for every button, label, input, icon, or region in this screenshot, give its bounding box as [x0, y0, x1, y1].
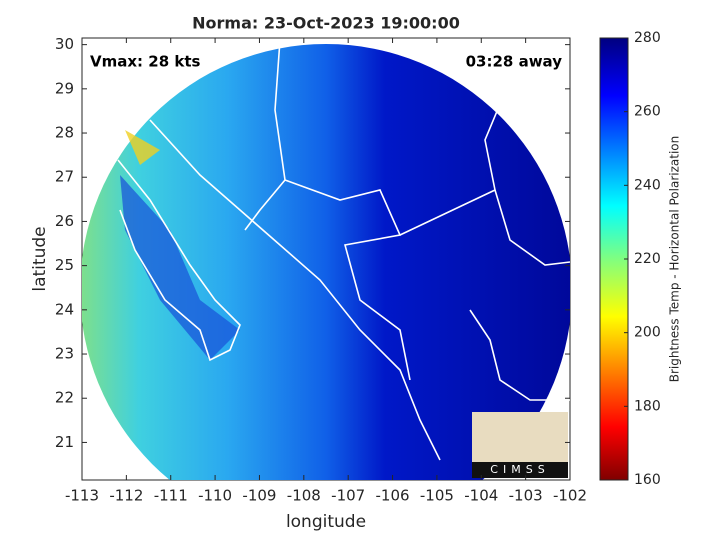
y-tick-label: 24 — [55, 300, 74, 318]
x-tick-label: -107 — [331, 487, 365, 505]
colorbar-tick-label: 280 — [634, 30, 661, 46]
x-tick-label: -104 — [464, 487, 498, 505]
y-axis-label: latitude — [30, 226, 50, 291]
x-tick-label: -111 — [154, 487, 188, 505]
colorbar-tick-label: 240 — [634, 177, 661, 193]
x-tick-label: -102 — [553, 487, 587, 505]
y-tick-label: 27 — [55, 168, 74, 186]
x-tick-label: -113 — [65, 487, 99, 505]
y-tick-label: 30 — [55, 35, 74, 53]
annotation: Vmax: 28 kts — [90, 53, 200, 71]
colorbar — [599, 37, 629, 481]
x-tick-label: -112 — [109, 487, 143, 505]
colorbar-tick-label: 220 — [634, 251, 661, 267]
colorbar-tick-label: 180 — [634, 398, 661, 414]
y-tick-label: 26 — [55, 212, 74, 230]
y-tick-label: 25 — [55, 256, 74, 274]
logo: CIMSS — [472, 412, 568, 478]
x-tick-label: -103 — [509, 487, 543, 505]
y-tick-label: 23 — [55, 345, 74, 363]
annotation: 03:28 away — [466, 53, 563, 71]
logo-text: CIMSS — [490, 463, 549, 476]
y-tick-label: 21 — [55, 433, 74, 451]
x-tick-label: -110 — [198, 487, 232, 505]
y-tick-label: 22 — [55, 389, 74, 407]
y-tick-label: 29 — [55, 79, 74, 97]
colorbar-tick-label: 200 — [634, 325, 661, 341]
colorbar-tick-label: 260 — [634, 104, 661, 120]
x-tick-label: -108 — [287, 487, 321, 505]
chart-title: Norma: 23-Oct-2023 19:00:00 — [192, 14, 460, 33]
satellite-image — [82, 39, 570, 480]
x-tick-label: -105 — [420, 487, 454, 505]
colorbar-tick-label: 160 — [634, 472, 661, 488]
x-tick-label: -109 — [242, 487, 276, 505]
x-axis-label: longitude — [286, 512, 366, 532]
colorbar-label: Brightness Temp - Horizontal Polarizatio… — [668, 136, 682, 383]
y-tick-label: 28 — [55, 124, 74, 142]
x-tick-label: -106 — [376, 487, 410, 505]
